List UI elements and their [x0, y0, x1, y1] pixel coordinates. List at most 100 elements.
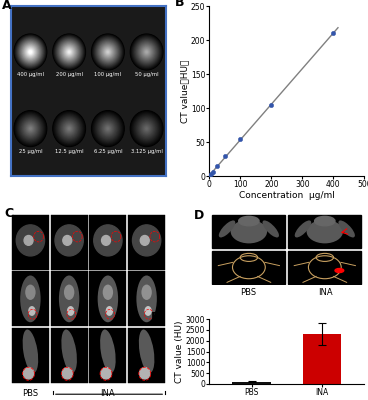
Circle shape — [132, 36, 161, 68]
Circle shape — [139, 120, 155, 137]
Circle shape — [135, 39, 158, 65]
Circle shape — [18, 38, 43, 66]
Circle shape — [101, 368, 111, 379]
Ellipse shape — [98, 276, 118, 322]
Circle shape — [102, 122, 114, 135]
Circle shape — [140, 44, 153, 59]
Circle shape — [63, 45, 75, 59]
Circle shape — [60, 42, 78, 62]
Circle shape — [99, 119, 117, 138]
Text: 12.5 μg/ml: 12.5 μg/ml — [55, 149, 84, 154]
Circle shape — [61, 119, 78, 138]
Circle shape — [103, 47, 112, 57]
Circle shape — [99, 43, 116, 61]
Circle shape — [22, 43, 38, 61]
FancyBboxPatch shape — [50, 271, 88, 326]
Circle shape — [145, 50, 148, 54]
Circle shape — [95, 37, 121, 67]
Circle shape — [20, 117, 41, 140]
FancyBboxPatch shape — [12, 328, 49, 383]
Circle shape — [130, 34, 163, 70]
Circle shape — [18, 114, 43, 143]
Circle shape — [131, 35, 162, 69]
Circle shape — [59, 41, 79, 63]
Circle shape — [130, 111, 163, 146]
Circle shape — [140, 121, 153, 136]
Circle shape — [21, 118, 40, 139]
Circle shape — [59, 40, 80, 64]
Circle shape — [56, 114, 82, 143]
Circle shape — [93, 36, 123, 68]
Circle shape — [55, 113, 83, 144]
Circle shape — [65, 48, 73, 56]
Circle shape — [98, 118, 118, 140]
Circle shape — [55, 225, 83, 256]
Ellipse shape — [22, 330, 38, 373]
Circle shape — [68, 51, 70, 53]
Circle shape — [94, 225, 122, 256]
Circle shape — [144, 49, 149, 55]
Circle shape — [62, 368, 72, 379]
Ellipse shape — [295, 220, 311, 238]
Circle shape — [64, 46, 75, 58]
Circle shape — [239, 216, 259, 226]
Circle shape — [138, 119, 155, 138]
Circle shape — [29, 51, 32, 53]
Circle shape — [134, 38, 159, 66]
Circle shape — [137, 41, 157, 63]
Circle shape — [146, 51, 147, 52]
Circle shape — [15, 112, 46, 145]
Circle shape — [61, 43, 77, 61]
Circle shape — [14, 34, 47, 70]
Circle shape — [93, 112, 123, 145]
Ellipse shape — [141, 284, 152, 300]
Circle shape — [143, 48, 151, 56]
Circle shape — [18, 115, 43, 142]
Circle shape — [20, 41, 40, 63]
Circle shape — [64, 122, 75, 135]
Circle shape — [103, 124, 112, 134]
Circle shape — [61, 43, 78, 61]
Circle shape — [102, 46, 113, 58]
Circle shape — [135, 40, 158, 64]
Circle shape — [21, 42, 40, 62]
Bar — [303, 334, 342, 384]
Circle shape — [136, 40, 157, 64]
Circle shape — [29, 127, 32, 130]
Circle shape — [145, 127, 148, 130]
Circle shape — [54, 112, 84, 145]
Circle shape — [19, 39, 42, 65]
Text: 3.125 μg/ml: 3.125 μg/ml — [131, 149, 163, 154]
Circle shape — [132, 225, 161, 256]
Circle shape — [139, 368, 150, 379]
Circle shape — [15, 35, 46, 69]
Circle shape — [96, 115, 120, 142]
Circle shape — [104, 124, 112, 133]
Circle shape — [93, 112, 123, 145]
Circle shape — [92, 111, 124, 146]
Circle shape — [64, 123, 74, 134]
Ellipse shape — [137, 276, 157, 322]
Circle shape — [29, 50, 32, 54]
Text: 400 μg/ml: 400 μg/ml — [17, 72, 44, 78]
Ellipse shape — [61, 330, 77, 373]
Circle shape — [62, 120, 77, 137]
Circle shape — [22, 43, 39, 61]
FancyBboxPatch shape — [128, 214, 165, 270]
Circle shape — [98, 41, 118, 63]
Circle shape — [18, 38, 43, 66]
Circle shape — [63, 122, 75, 135]
Ellipse shape — [64, 284, 74, 300]
Circle shape — [97, 40, 119, 64]
Circle shape — [104, 48, 112, 56]
Ellipse shape — [106, 306, 113, 316]
Bar — [232, 382, 271, 384]
Circle shape — [53, 35, 85, 69]
Circle shape — [66, 126, 72, 132]
Circle shape — [66, 49, 72, 55]
Circle shape — [24, 45, 36, 59]
Circle shape — [139, 120, 154, 137]
Text: PBS: PBS — [22, 389, 39, 398]
Point — [208, 171, 214, 178]
Circle shape — [315, 216, 335, 226]
